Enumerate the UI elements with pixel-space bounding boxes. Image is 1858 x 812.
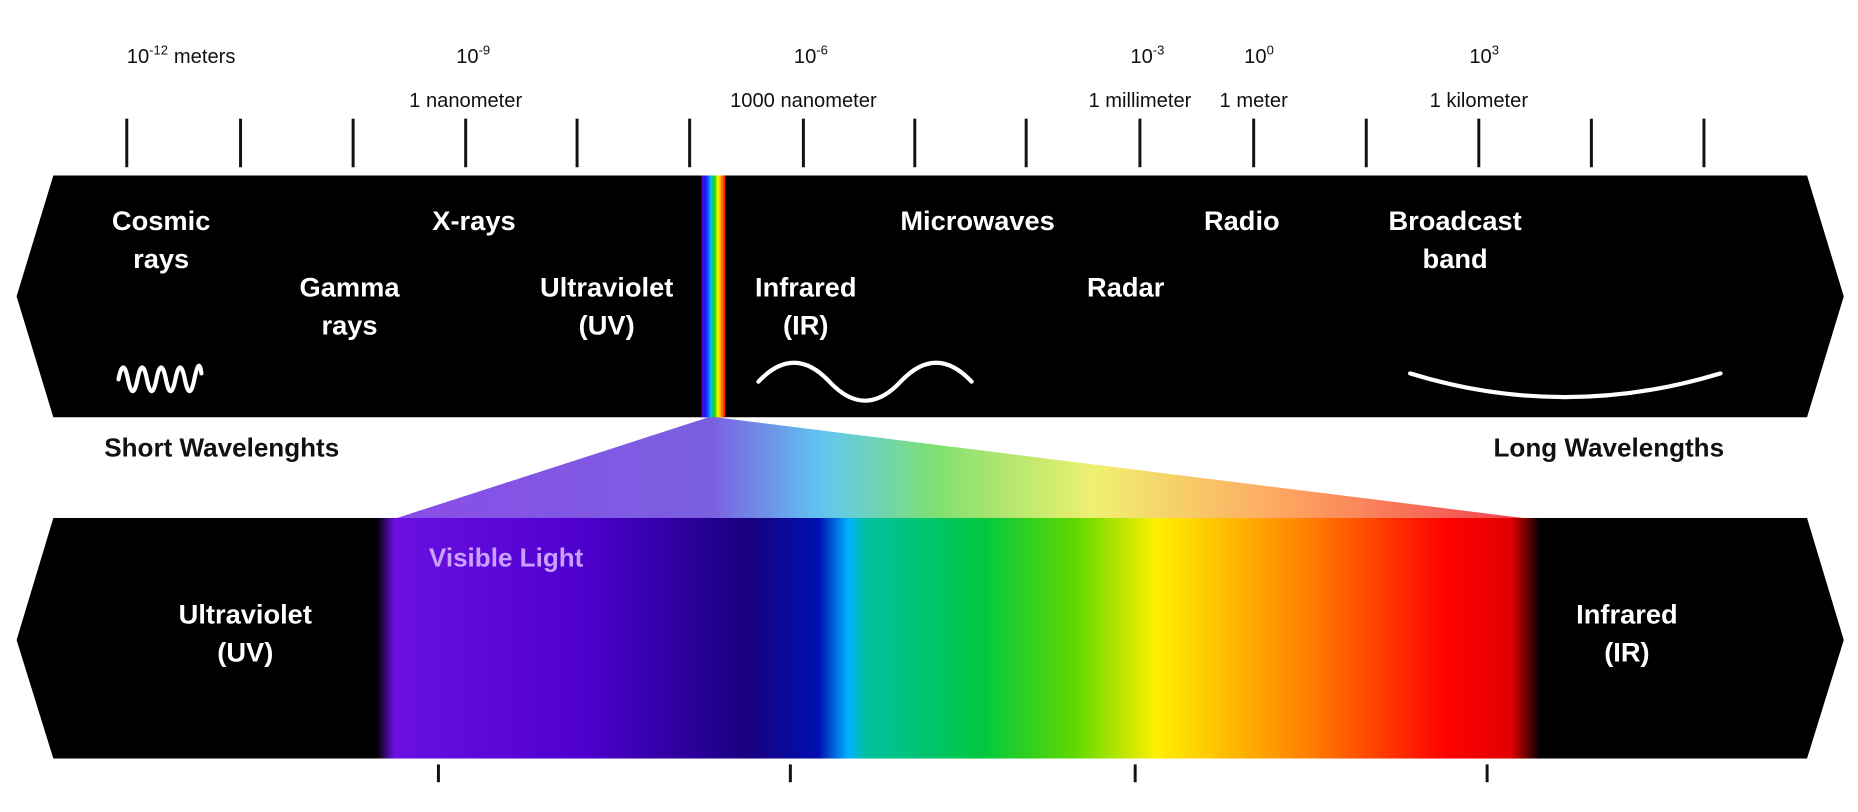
visible-side-label: Ultraviolet [179, 598, 312, 629]
scale-power: 10-3 [1130, 43, 1164, 68]
power-exponent: 0 [1267, 43, 1274, 58]
scale-name: 1 millimeter [1088, 90, 1191, 112]
long-label: Long Wavelengths [1494, 432, 1725, 462]
top-ticks [125, 118, 1706, 168]
visible-side-label: Infrared [1576, 598, 1677, 629]
power-exponent: -12 [149, 43, 168, 58]
band-label: (IR) [783, 309, 828, 340]
power-exponent: -9 [479, 43, 491, 58]
band-label: Infrared [755, 271, 856, 302]
scale-power: 103 [1469, 43, 1499, 68]
scale-power: 10-9 [456, 43, 490, 68]
rainbow-strip [701, 175, 726, 418]
band-label: X-rays [432, 205, 515, 236]
power-base: 10 [1244, 46, 1266, 68]
visible-fan [396, 417, 1523, 518]
band-label: Gamma [300, 271, 401, 302]
scale-power: 100 [1244, 43, 1274, 68]
visible-title: Visible Light [429, 543, 584, 573]
scale-name: 1000 nanometer [730, 90, 877, 112]
band-label: Radio [1204, 205, 1280, 236]
power-base: 10 [456, 46, 478, 68]
power-unit: meters [174, 46, 236, 68]
band-label: rays [133, 243, 189, 274]
band-label: Radar [1087, 271, 1165, 302]
power-exponent: 3 [1492, 43, 1499, 58]
visible-side-label: (UV) [217, 636, 273, 667]
band-label: rays [322, 309, 378, 340]
band-label: band [1423, 243, 1488, 274]
power-base: 10 [127, 46, 149, 68]
medium-wave [756, 360, 974, 403]
scale-name: 1 meter [1220, 90, 1289, 112]
upper-band [16, 175, 1844, 418]
scale-name: 1 nanometer [409, 90, 522, 112]
power-base: 10 [1469, 46, 1491, 68]
band-label: Broadcast [1388, 205, 1521, 236]
band-label: Cosmic [112, 205, 210, 236]
short-wave [116, 363, 204, 394]
power-exponent: -6 [816, 43, 828, 58]
power-base: 10 [1130, 46, 1152, 68]
band-label: Microwaves [900, 205, 1055, 236]
power-base: 10 [794, 46, 816, 68]
scale-power: 10-6 [794, 43, 828, 68]
scale-name: 1 kilometer [1430, 90, 1529, 112]
scale-power: 10-12 meters [127, 43, 236, 68]
band-label: Ultraviolet [540, 271, 673, 302]
short-label: Short Wavelenghts [104, 432, 339, 462]
visible-spectrum [376, 517, 1541, 759]
power-exponent: -3 [1153, 43, 1165, 58]
long-wave [1408, 371, 1723, 400]
visible-side-label: (IR) [1604, 636, 1649, 667]
band-label: (UV) [579, 309, 635, 340]
bottom-ticks [436, 764, 1489, 783]
